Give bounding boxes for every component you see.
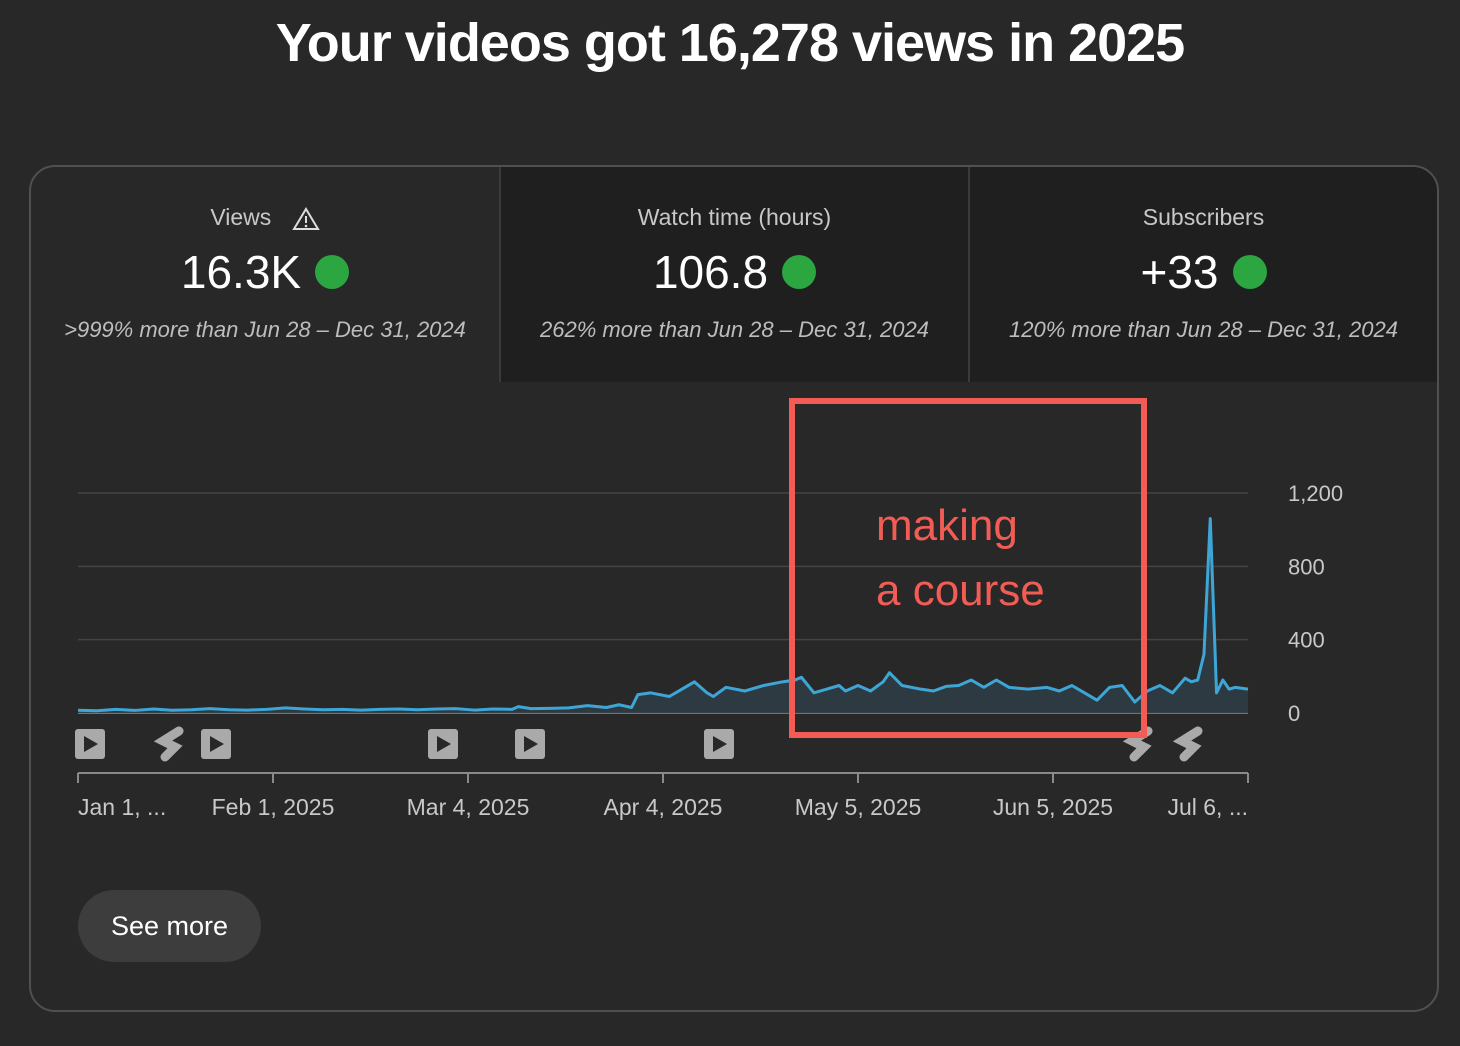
metric-label-row: Views bbox=[31, 204, 499, 231]
metric-tile[interactable]: Subscribers +33 120% more than Jun 28 – … bbox=[970, 167, 1437, 382]
y-tick-label: 400 bbox=[1288, 628, 1325, 653]
video-marker-play bbox=[437, 736, 451, 752]
area bbox=[78, 518, 1248, 713]
metric-label: Subscribers bbox=[1142, 204, 1265, 230]
metric-value-row: +33 bbox=[970, 245, 1437, 299]
line bbox=[77, 517, 1249, 713]
metric-tile[interactable]: Watch time (hours) 106.8 262% more than … bbox=[501, 167, 970, 382]
annotation-text: a course bbox=[876, 566, 1045, 615]
y-tick-label: 1,200 bbox=[1288, 481, 1343, 506]
metric-label: Views bbox=[210, 204, 272, 230]
x-tick-label: May 5, 2025 bbox=[795, 794, 922, 820]
metric-value: +33 bbox=[1140, 246, 1219, 298]
metric-value-row: 106.8 bbox=[501, 245, 968, 299]
video-marker-play bbox=[524, 736, 538, 752]
x-tick-label: Jun 5, 2025 bbox=[993, 794, 1113, 820]
short-marker bbox=[153, 726, 184, 762]
metric-label: Watch time (hours) bbox=[637, 204, 832, 230]
up-icon bbox=[1232, 254, 1267, 289]
y-tick-label: 800 bbox=[1288, 554, 1325, 579]
see-more-button[interactable]: See more bbox=[78, 890, 261, 962]
metric-comparison: 262% more than Jun 28 – Dec 31, 2024 bbox=[540, 317, 929, 342]
page-title: Your videos got 16,278 views in 2025 bbox=[275, 13, 1185, 73]
short-marker bbox=[1172, 726, 1203, 762]
up-icon bbox=[315, 254, 350, 289]
metric-comparison: 120% more than Jun 28 – Dec 31, 2024 bbox=[1009, 317, 1398, 342]
metric-tile[interactable]: Views 16.3K >999% more than Jun 28 – Dec… bbox=[31, 167, 501, 382]
y-tick-label: 0 bbox=[1288, 701, 1300, 726]
x-tick-label: Jul 6, ... bbox=[1167, 794, 1248, 820]
annotation-text: making bbox=[876, 501, 1018, 550]
x-tick-label: Feb 1, 2025 bbox=[212, 794, 335, 820]
warning-icon bbox=[291, 206, 320, 230]
video-marker-play bbox=[713, 736, 727, 752]
metric-comparison: >999% more than Jun 28 – Dec 31, 2024 bbox=[64, 317, 466, 342]
metric-value-row: 16.3K bbox=[31, 245, 499, 299]
annotation-box bbox=[789, 398, 1147, 738]
video-marker-play bbox=[84, 736, 98, 752]
x-tick-label: Apr 4, 2025 bbox=[604, 794, 723, 820]
video-marker-play bbox=[210, 736, 224, 752]
x-tick-label: Jan 1, ... bbox=[78, 794, 166, 820]
summary-card: Views 16.3K >999% more than Jun 28 – Dec… bbox=[29, 165, 1439, 1012]
metric-value: 106.8 bbox=[652, 246, 769, 298]
x-tick-label: Mar 4, 2025 bbox=[407, 794, 530, 820]
up-icon bbox=[782, 254, 817, 289]
metric-value: 16.3K bbox=[180, 246, 302, 298]
